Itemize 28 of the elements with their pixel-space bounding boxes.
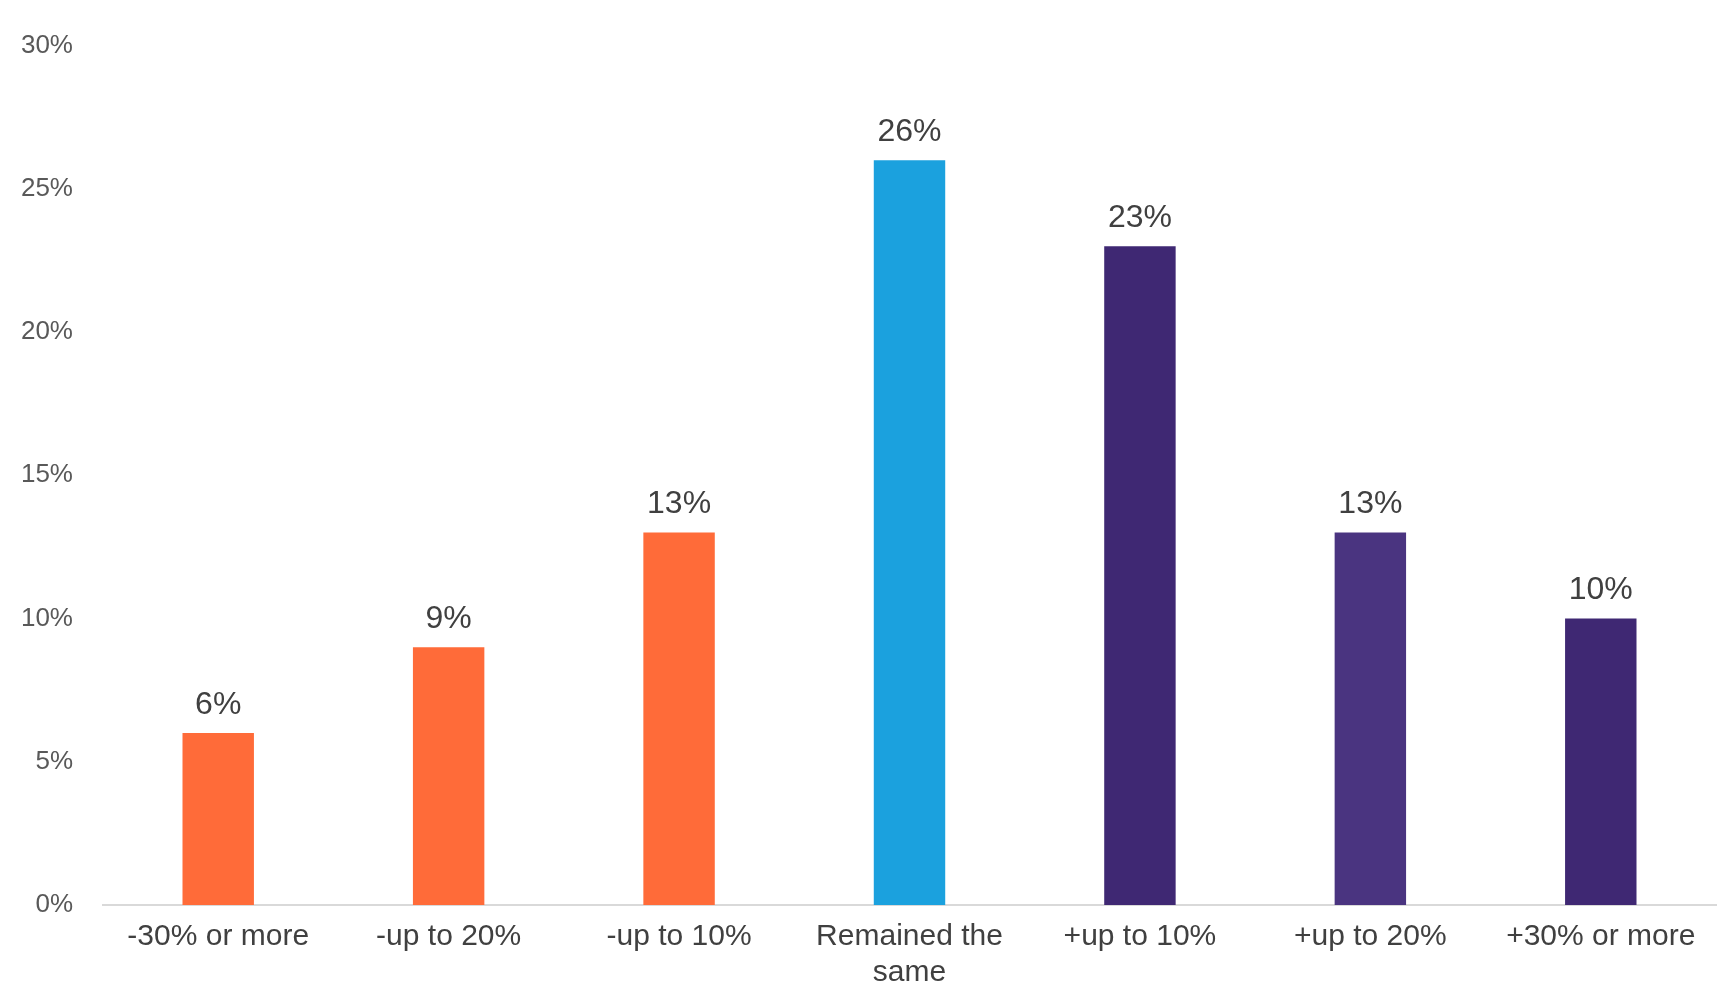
x-tick-label: Remained the same xyxy=(816,918,1003,988)
bar xyxy=(643,532,715,905)
data-label: 26% xyxy=(877,112,942,149)
y-tick-label: 25% xyxy=(20,172,73,203)
data-label: 6% xyxy=(195,684,242,721)
y-tick-label: 15% xyxy=(20,458,73,489)
y-tick-label: 20% xyxy=(20,315,73,346)
y-tick-label: 5% xyxy=(35,744,73,775)
data-label: 13% xyxy=(1338,484,1403,521)
data-label: 9% xyxy=(425,599,472,636)
data-label: 13% xyxy=(647,484,712,521)
data-label: 10% xyxy=(1568,570,1633,607)
bar xyxy=(1104,246,1176,905)
x-tick-label: +up to 20% xyxy=(1294,918,1447,952)
bar xyxy=(412,647,485,905)
bar xyxy=(873,160,946,905)
bar xyxy=(1334,532,1407,905)
x-tick-label: -up to 10% xyxy=(606,918,752,952)
x-tick-label: -up to 20% xyxy=(376,918,522,952)
data-label: 23% xyxy=(1107,197,1172,234)
y-tick-label: 0% xyxy=(35,888,73,919)
x-tick-label: +30% or more xyxy=(1506,918,1696,952)
y-tick-label: 30% xyxy=(20,28,73,59)
y-tick-label: 10% xyxy=(20,601,73,632)
x-tick-label: +up to 10% xyxy=(1063,918,1217,952)
x-tick-label: -30% or more xyxy=(127,918,310,952)
bar xyxy=(182,733,254,905)
bar xyxy=(1565,618,1637,905)
